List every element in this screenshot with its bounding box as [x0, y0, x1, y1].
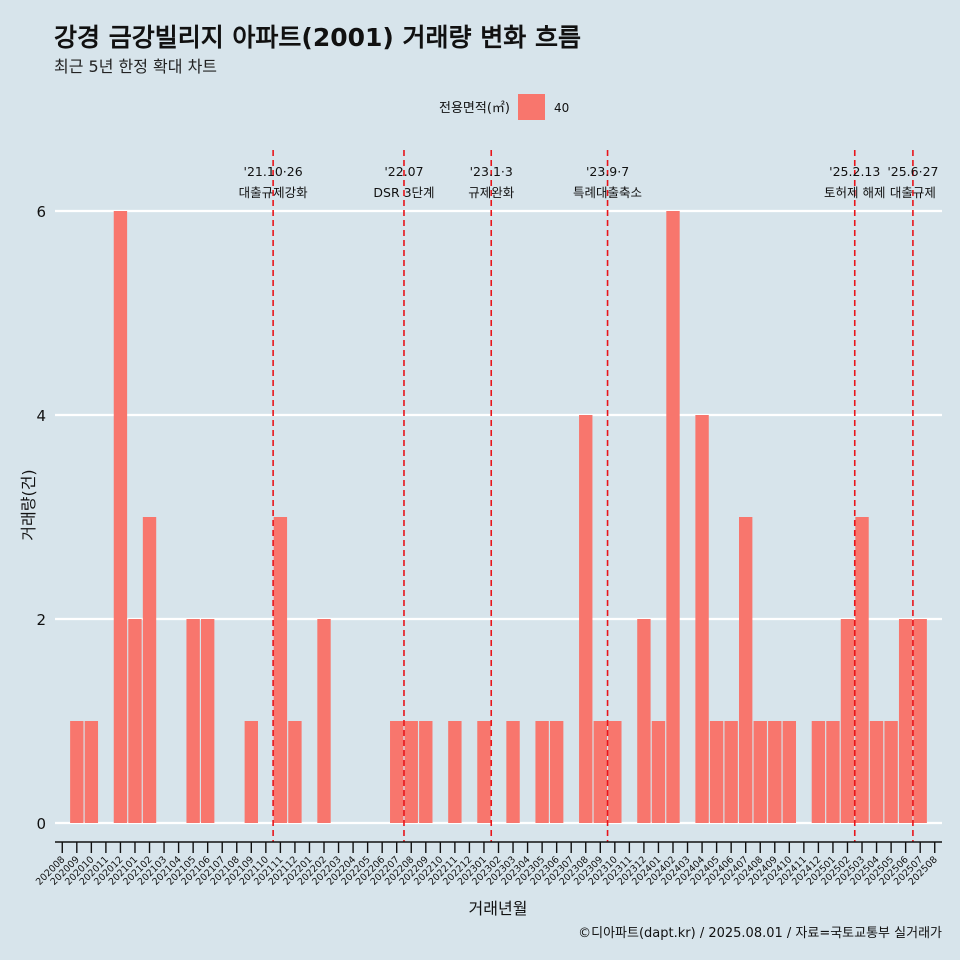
- bar: [651, 721, 666, 823]
- bar: [84, 721, 99, 823]
- bar: [898, 619, 913, 823]
- legend-swatch: [518, 94, 545, 120]
- bar: [768, 721, 782, 823]
- event-date-label: '23.1·3: [470, 164, 513, 179]
- bar: [317, 619, 331, 823]
- bar: [739, 517, 753, 823]
- bar: [477, 721, 491, 823]
- chart-subtitle: 최근 5년 한정 확대 차트: [54, 57, 218, 76]
- event-label: 규제완화: [468, 185, 515, 200]
- bar: [855, 517, 869, 823]
- bar: [186, 619, 200, 823]
- bar: [128, 619, 142, 823]
- bar: [666, 211, 680, 823]
- bar: [826, 721, 840, 823]
- bar: [782, 721, 797, 823]
- bar: [695, 415, 709, 823]
- bar: [70, 721, 84, 823]
- event-lines: '21.10·26 대출규제강화 '22.07 DSR 3단계 '23.1·3 규제완화 '…: [239, 150, 938, 842]
- bar: [113, 211, 128, 823]
- y-tick-label: 4: [36, 407, 46, 425]
- event-label: 토허제 해제: [824, 185, 885, 200]
- event-label: DSR 3단계: [373, 185, 434, 200]
- bar: [579, 415, 593, 823]
- bar: [913, 619, 927, 823]
- bar: [753, 721, 767, 823]
- event-date-label: '25.2.13: [829, 164, 880, 179]
- legend-series-label: 40: [554, 101, 569, 115]
- bar: [404, 721, 418, 823]
- bar: [200, 619, 215, 823]
- event-label: 대출규제: [890, 185, 936, 200]
- event-date-label: '25.6·27: [887, 164, 938, 179]
- bar: [288, 721, 302, 823]
- bar: [593, 721, 607, 823]
- bar: [273, 517, 288, 823]
- bar: [840, 619, 855, 823]
- bar: [506, 721, 520, 823]
- bar: [549, 721, 564, 823]
- event-date-label: '23.9·7: [586, 164, 629, 179]
- bar: [724, 721, 738, 823]
- bar: [142, 517, 157, 823]
- event-label: 대출규제강화: [239, 185, 309, 200]
- bar: [244, 721, 258, 823]
- x-axis: 2020082020092020102020112020122021012021…: [34, 841, 942, 888]
- event-date-label: '22.07: [384, 164, 423, 179]
- legend-title: 전용면적(㎡): [439, 101, 510, 116]
- bars: [70, 211, 927, 823]
- source-caption: ©디아파트(dapt.kr) / 2025.08.01 / 자료=국토교통부 실…: [578, 926, 942, 941]
- x-axis-title: 거래년월: [469, 899, 528, 918]
- bar: [811, 721, 826, 823]
- bar: [608, 721, 622, 823]
- event-label: 특례대출축소: [573, 185, 642, 200]
- y-tick-label: 2: [36, 611, 46, 629]
- bar: [709, 721, 724, 823]
- bar: [884, 721, 898, 823]
- y-axis: 0 2 4 6: [36, 203, 46, 833]
- bar: [637, 619, 651, 823]
- bar: [390, 721, 404, 823]
- bar: [419, 721, 433, 823]
- y-tick-label: 0: [36, 815, 46, 833]
- event-date-label: '21.10·26: [244, 164, 303, 179]
- y-axis-title: 거래량(건): [19, 469, 38, 540]
- legend: 전용면적(㎡) 40: [439, 94, 569, 120]
- bar: [869, 721, 884, 823]
- y-tick-label: 6: [36, 203, 46, 221]
- bar: [535, 721, 549, 823]
- bar: [448, 721, 462, 823]
- chart-title: 강경 금강빌리지 아파트(2001) 거래량 변화 흐름: [54, 23, 581, 52]
